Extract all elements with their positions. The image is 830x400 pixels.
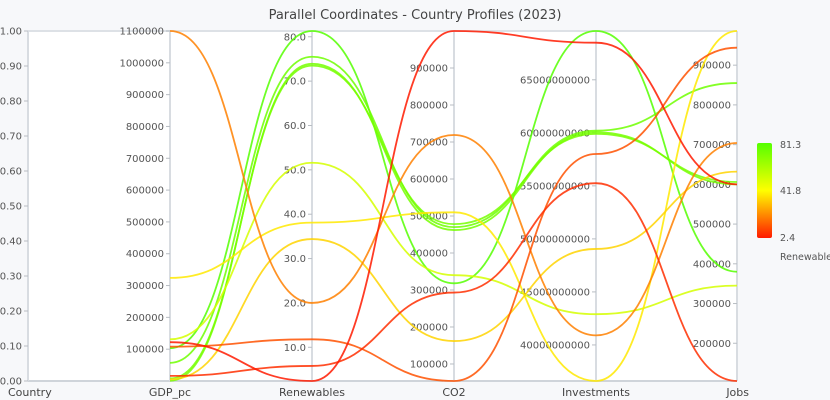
tick-label: 100000 xyxy=(126,345,164,356)
tick-label: 900000 xyxy=(693,61,731,72)
tick-label: 700000 xyxy=(126,154,164,165)
data-line[interactable] xyxy=(169,64,738,380)
tick-label: 30.0 xyxy=(284,254,306,265)
tick-label: 0.80 xyxy=(0,97,22,108)
data-line[interactable] xyxy=(169,182,738,382)
tick-label: 600000 xyxy=(693,180,731,191)
tick-label: 0.40 xyxy=(0,237,22,248)
tick-label: 500000 xyxy=(126,217,164,228)
tick-label: 600000 xyxy=(126,186,164,197)
colorbar-min-label: 2.4 xyxy=(780,233,795,244)
tick-label: 0.10 xyxy=(0,342,22,353)
tick-label: 40.0 xyxy=(284,210,306,221)
tick-label: 0.20 xyxy=(0,307,22,318)
tick-label: 300000 xyxy=(693,299,731,310)
tick-label: 900000 xyxy=(126,90,164,101)
colorbar: 81.3 41.8 2.4 Renewables xyxy=(757,140,830,263)
tick-label: 400000 xyxy=(410,248,448,259)
tick-label: 1000000 xyxy=(119,58,164,69)
chart-title: Parallel Coordinates - Country Profiles … xyxy=(268,8,562,23)
axis-label: Renewables xyxy=(279,386,345,399)
tick-label: 50000000000 xyxy=(520,234,590,245)
tick-label: 400000 xyxy=(126,249,164,260)
tick-label: 0.60 xyxy=(0,167,22,178)
tick-label: 700000 xyxy=(693,140,731,151)
tick-label: 50.0 xyxy=(284,165,306,176)
tick-label: 45000000000 xyxy=(520,287,590,298)
tick-label: 65000000000 xyxy=(520,75,590,86)
tick-label: 500000 xyxy=(693,220,731,231)
data-line[interactable] xyxy=(169,46,738,382)
tick-label: 0.90 xyxy=(0,62,22,73)
colorbar-gradient xyxy=(757,143,772,238)
tick-label: 300000 xyxy=(410,285,448,296)
tick-label: 100000 xyxy=(410,359,448,370)
tick-label: 200000 xyxy=(693,339,731,350)
tick-label: 300000 xyxy=(126,281,164,292)
tick-label: 0.30 xyxy=(0,272,22,283)
axis-label: Jobs xyxy=(725,386,749,399)
tick-label: 1100000 xyxy=(119,27,164,38)
tick-label: 0.50 xyxy=(0,202,22,213)
tick-label: 60.0 xyxy=(284,121,306,132)
tick-label: 900000 xyxy=(410,63,448,74)
tick-label: 200000 xyxy=(410,322,448,333)
tick-label: 10.0 xyxy=(284,343,306,354)
axis-label: CO2 xyxy=(442,386,465,399)
axis-label: GDP_pc xyxy=(149,386,191,399)
tick-label: 800000 xyxy=(693,100,731,111)
colorbar-max-label: 81.3 xyxy=(780,140,801,151)
tick-label: 0.00 xyxy=(0,377,22,388)
tick-label: 600000 xyxy=(410,174,448,185)
tick-label: 0.70 xyxy=(0,132,22,143)
data-line[interactable] xyxy=(169,170,738,381)
axis-country[interactable]: 0.00 0.10 0.20 0.30 0.40 0.50 0.60 0.70 0.80 0.90… xyxy=(0,27,52,400)
colorbar-title: Renewables xyxy=(780,252,830,263)
tick-label: 800000 xyxy=(410,100,448,111)
axis-label: Investments xyxy=(562,386,630,399)
axis-jobs[interactable]: 200000 300000 400000 500000 600000 700000 8000… xyxy=(693,31,749,399)
tick-label: 800000 xyxy=(126,122,164,133)
data-line[interactable] xyxy=(169,30,738,382)
axis-label: Country xyxy=(8,386,52,399)
data-line[interactable] xyxy=(169,30,738,382)
tick-label: 400000 xyxy=(693,259,731,270)
tick-label: 1.00 xyxy=(0,27,22,38)
data-line[interactable] xyxy=(169,55,738,364)
tick-label: 70.0 xyxy=(284,77,306,88)
tick-label: 60000000000 xyxy=(520,128,590,139)
axis-gdp-pc[interactable]: 100000 200000 300000 400000 500000 600000 7000… xyxy=(119,27,191,400)
axis-renewables[interactable]: 10.020.030.040.050.060.070.080.0Renewabl… xyxy=(279,31,345,399)
data-line[interactable] xyxy=(169,30,738,337)
data-line[interactable] xyxy=(169,30,738,350)
tick-label: 200000 xyxy=(126,313,164,324)
data-line[interactable] xyxy=(169,161,738,341)
tick-label: 40000000000 xyxy=(520,340,590,351)
tick-label: 20.0 xyxy=(284,298,306,309)
colorbar-mid-label: 41.8 xyxy=(780,186,801,197)
